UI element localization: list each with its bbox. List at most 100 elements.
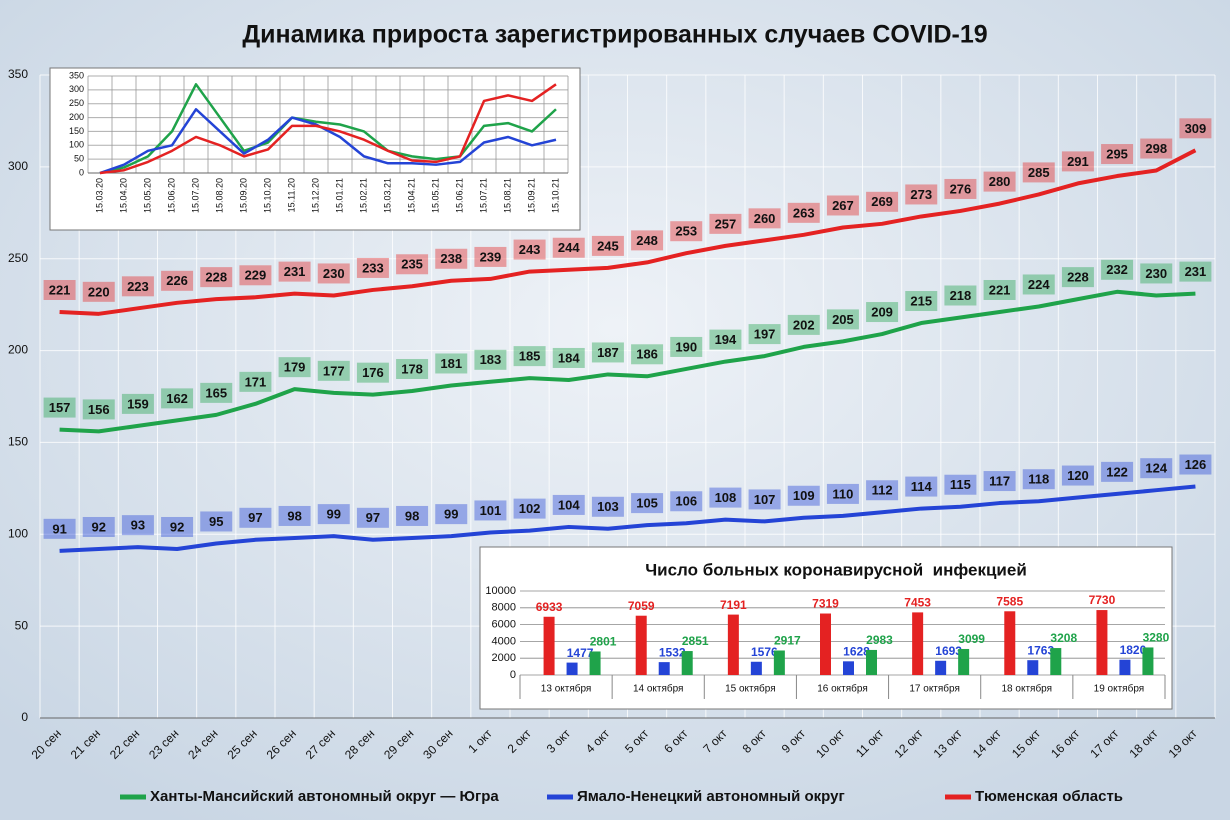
data-label: 7319 [812,597,839,611]
x-tick-label: 15.09.21 [526,178,536,213]
label-box [200,382,233,403]
data-label: 248 [636,233,658,248]
x-tick-label: 15.11.20 [286,178,296,212]
data-label: 184 [558,350,580,365]
data-label: 221 [49,282,71,297]
y-tick-label: 6000 [492,619,516,631]
data-label: 1820 [1120,643,1147,657]
bar [843,661,854,675]
data-label: 98 [405,508,419,523]
data-label: 118 [1028,472,1049,487]
x-tick-label: 16 октября [817,683,868,695]
label-box [591,235,624,256]
data-label: 232 [1106,262,1128,277]
label-box [1022,274,1055,295]
data-label: 95 [209,514,223,529]
label-box [944,178,977,199]
label-box [670,491,703,512]
x-tick-label: 19 октября [1094,683,1145,695]
series-line [59,148,1197,316]
data-label: 239 [480,249,502,264]
label-box [435,353,468,374]
label-box [905,291,938,312]
series-line [99,108,557,175]
x-tick-label: 15 октября [725,683,776,695]
label-box [709,329,742,350]
bar [866,649,877,675]
data-label: 101 [480,503,502,518]
label-box [43,397,76,418]
data-label: 7730 [1089,593,1116,607]
x-tick-label: 17 октября [909,683,960,695]
data-label: 159 [127,396,149,411]
data-label: 7059 [628,599,655,613]
label-box [670,221,703,242]
label-box [1140,458,1173,479]
x-tick-label: 15.07.20 [190,178,200,213]
x-tick-label: 15.03.20 [94,178,104,213]
label-box [748,208,781,229]
data-label: 229 [245,268,267,283]
x-tick-label: 18 октября [1002,683,1053,695]
label-box [161,270,194,291]
label-box [552,494,585,515]
label-box [748,489,781,510]
label-box [356,362,389,383]
data-label: 298 [1145,141,1167,156]
label-box [200,511,233,532]
y-tick-label: 350 [69,70,84,80]
label-box [435,248,468,269]
data-label: 276 [950,181,972,196]
y-tick-label: 0 [510,669,516,681]
data-label: 3208 [1050,631,1077,645]
data-label: 105 [636,496,658,511]
x-tick-label: 15.09.20 [238,178,248,213]
label-box [1061,465,1094,486]
label-box [1101,461,1134,482]
data-label: 103 [597,499,619,514]
label-box [1061,267,1094,288]
label-box [866,302,899,323]
x-tick-label: 15.06.20 [166,178,176,213]
data-label: 215 [910,293,932,308]
bar [935,660,947,675]
data-label: 176 [362,365,384,380]
label-box [278,261,311,282]
x-tick-label: 14 октября [633,683,684,695]
data-label: 102 [519,501,541,516]
x-tick-label: 15.10.20 [262,178,272,213]
x-tick-label: 15.05.20 [142,178,152,213]
bar [1050,648,1062,675]
data-label: 197 [754,327,776,342]
label-box [239,265,272,286]
label-box [631,493,664,514]
data-label: 109 [793,488,815,503]
label-box [591,496,624,517]
y-tick-label: 200 [8,343,28,357]
data-label: 244 [558,240,580,255]
data-label: 2851 [682,634,709,648]
label-box [513,346,546,367]
y-tick-label: 4000 [492,635,516,647]
label-box [121,276,154,297]
label-box [826,195,859,216]
data-label: 7191 [720,598,747,612]
label-box [591,342,624,363]
label-box [396,358,429,379]
data-label: 235 [401,257,423,272]
data-label: 228 [205,270,227,285]
data-label: 181 [440,356,462,371]
data-label: 1693 [935,644,962,658]
data-label: 3280 [1143,631,1170,645]
label-box [1101,144,1134,165]
label-box [1179,454,1212,475]
label-box [82,516,115,537]
y-tick-label: 10000 [485,585,516,597]
label-box [826,309,859,330]
data-label: 260 [754,211,776,226]
data-label: 124 [1145,461,1167,476]
data-label: 238 [440,251,462,266]
x-tick-label: 15.06.21 [454,178,464,213]
data-label: 230 [1145,266,1167,281]
data-label: 7585 [996,594,1023,608]
